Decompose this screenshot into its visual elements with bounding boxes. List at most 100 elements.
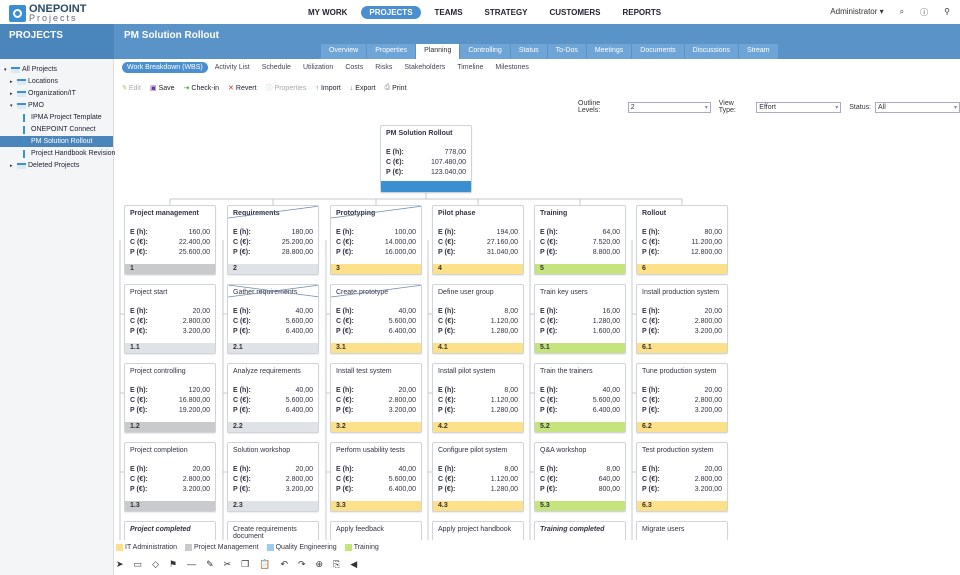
subnav-item[interactable]: Milestones (495, 64, 529, 71)
subnav-item[interactable]: Activity List (214, 64, 250, 71)
tab-meetings[interactable]: Meetings (586, 44, 632, 59)
flag-icon[interactable]: ⚑ (168, 559, 178, 569)
import-button[interactable]: ↑ Import (315, 83, 340, 93)
wbs-card[interactable]: Project controlling E (h): 120,00 C (€): 16.… (124, 363, 216, 433)
wbs-card[interactable]: Install pilot system E (h): 8,00 C (€): 1.12… (432, 363, 524, 433)
search-icon[interactable]: ⌕ (899, 7, 905, 16)
outline-levels-select[interactable]: 2 (627, 101, 711, 113)
wbs-card[interactable]: Install production system E (h): 20,00 C (€… (636, 284, 728, 354)
revert-button[interactable]: ✕ Revert (228, 83, 257, 93)
subnav-item[interactable]: Risks (375, 64, 393, 71)
wbs-card[interactable]: Define user group E (h): 8,00 C (€): 1.120,0… (432, 284, 524, 354)
wbs-canvas[interactable]: PM Solution Rollout E (h): 778,00 C (€): 107… (114, 120, 960, 540)
wbs-card[interactable]: Project start E (h): 20,00 C (€): 2.800,00 P … (124, 284, 216, 354)
wbs-root-card[interactable]: PM Solution Rollout E (h): 778,00 C (€): 107… (380, 125, 472, 193)
wbs-card[interactable]: Solution workshop E (h): 20,00 C (€): 2.800,… (227, 442, 319, 512)
subnav-item[interactable]: Utilization (302, 64, 334, 71)
print-button[interactable]: ⎙ Print (385, 83, 407, 93)
subnav-item[interactable]: Timeline (457, 64, 484, 71)
tree-item[interactable]: ONEPOINT Connect (16, 124, 95, 135)
milestone-icon[interactable]: ◇ (152, 559, 159, 569)
pencil-icon[interactable]: ✎ (206, 559, 214, 569)
wbs-card[interactable]: Requirements E (h): 180,00 C (€): 25.200,00 P… (227, 205, 319, 275)
redo-icon[interactable]: ↷ (298, 559, 306, 569)
tab-overview[interactable]: Overview (321, 44, 367, 59)
expand-icon[interactable]: ⊕ (315, 559, 324, 569)
subnav-item[interactable]: Work Breakdown (WBS) (122, 62, 208, 73)
expand-arrow-icon[interactable]: ▸ (10, 90, 13, 97)
nav-item[interactable]: REPORTS (622, 8, 662, 17)
tab-to-dos[interactable]: To-Dos (547, 44, 586, 59)
edit-button[interactable]: ✎ Edit (121, 83, 141, 93)
tab-discussions[interactable]: Discussions (684, 44, 739, 59)
wbs-card[interactable]: Create prototype E (h): 40,00 C (€): 5.600,0… (330, 284, 422, 354)
expand-arrow-icon[interactable]: ▾ (10, 102, 13, 109)
wbs-card[interactable]: Install test system E (h): 20,00 C (€): 2.80… (330, 363, 422, 433)
expand-arrow-icon[interactable]: ▾ (4, 66, 7, 73)
wbs-card[interactable]: Apply feedback (330, 521, 422, 540)
wbs-card[interactable]: Create requirements document (227, 521, 319, 540)
wbs-card[interactable]: Perform usability tests E (h): 40,00 C (€):… (330, 442, 422, 512)
wbs-card[interactable]: Q&A workshop E (h): 8,00 C (€): 640,00 P (€):… (534, 442, 626, 512)
tree-item[interactable]: ▸ Organization/IT (10, 88, 76, 99)
nav-item[interactable]: STRATEGY (484, 8, 528, 17)
export-button[interactable]: ↓ Export (350, 83, 376, 93)
wbs-card[interactable]: Migrate users (636, 521, 728, 540)
paste-icon[interactable]: 📋 (259, 559, 271, 569)
subnav-item[interactable]: Costs (345, 64, 364, 71)
wbs-card[interactable]: Train the trainers E (h): 40,00 C (€): 5.600… (534, 363, 626, 433)
tree-item[interactable]: IPMA Project Template (16, 112, 102, 123)
page-icon[interactable]: ⎘ (333, 559, 341, 569)
wbs-card[interactable]: Training completed (534, 521, 626, 540)
wbs-card[interactable]: Tune production system E (h): 20,00 C (€): 2… (636, 363, 728, 433)
wbs-card[interactable]: Project completion E (h): 20,00 C (€): 2.800… (124, 442, 216, 512)
undo-icon[interactable]: ↶ (280, 559, 288, 569)
expand-arrow-icon[interactable]: ▸ (10, 162, 13, 169)
copy-icon[interactable]: ❐ (241, 559, 250, 569)
wbs-card[interactable]: Pilot phase E (h): 194,00 C (€): 27.160,00 P … (432, 205, 524, 275)
wbs-card[interactable]: Configure pilot system E (h): 8,00 C (€): 1.… (432, 442, 524, 512)
nav-item[interactable]: CUSTOMERS (549, 8, 601, 17)
wbs-card[interactable]: Project completed (124, 521, 216, 540)
tree-item[interactable]: Project Handbook Revision (16, 148, 115, 159)
tab-controlling[interactable]: Controlling (460, 44, 510, 59)
properties-button[interactable]: ⓘ Properties (266, 83, 307, 93)
help-icon[interactable]: ⓘ (920, 8, 929, 17)
send-icon[interactable]: ◀ (350, 559, 358, 569)
expand-arrow-icon[interactable]: ▸ (10, 78, 13, 85)
user-menu[interactable]: Administrator ▾ (830, 7, 884, 16)
view-type-select[interactable]: Effort (756, 101, 842, 113)
tab-planning[interactable]: Planning (416, 44, 460, 59)
wbs-card[interactable]: Analyze requirements E (h): 40,00 C (€): 5.6… (227, 363, 319, 433)
tab-documents[interactable]: Documents (632, 44, 684, 59)
key-icon[interactable]: ⚲ (944, 7, 950, 16)
cut-icon[interactable]: ✂ (223, 559, 232, 569)
wbs-card[interactable]: Test production system E (h): 20,00 C (€): 2… (636, 442, 728, 512)
tree-item[interactable]: ▾ All Projects (4, 64, 57, 75)
wbs-card[interactable]: Prototyping E (h): 100,00 C (€): 14.000,00 P … (330, 205, 422, 275)
subnav-item[interactable]: Stakeholders (404, 64, 446, 71)
tree-item[interactable]: ▸ Locations (10, 76, 58, 87)
subnav-item[interactable]: Schedule (261, 64, 291, 71)
tab-status[interactable]: Status (510, 44, 547, 59)
save-button[interactable]: ▣ Save (150, 83, 175, 93)
wbs-card[interactable]: Apply project handbook (432, 521, 524, 540)
select-icon[interactable]: ➤ (116, 559, 124, 569)
nav-item[interactable]: MY WORK (308, 8, 348, 17)
tree-item[interactable]: ▾ PMO (10, 100, 44, 111)
tab-stream[interactable]: Stream (739, 44, 778, 59)
wbs-card[interactable]: Train key users E (h): 16,00 C (€): 1.280,00… (534, 284, 626, 354)
tree-item[interactable]: PM Solution Rollout (0, 136, 113, 147)
wbs-card[interactable]: Rollout E (h): 80,00 C (€): 11.200,00 P (€): 1… (636, 205, 728, 275)
task-icon[interactable]: ▭ (133, 559, 143, 569)
nav-item[interactable]: TEAMS (434, 8, 463, 17)
checkin-button[interactable]: ⇥ Check-in (184, 83, 220, 93)
logo[interactable]: ONEPOINT Projects (9, 4, 86, 23)
tree-item[interactable]: ▸ Deleted Projects (10, 160, 79, 171)
wbs-card[interactable]: Project management E (h): 160,00 C (€): 22.4… (124, 205, 216, 275)
nav-item[interactable]: PROJECTS (361, 6, 421, 19)
wbs-card[interactable]: Training E (h): 64,00 C (€): 7.520,00 P (€): 8… (534, 205, 626, 275)
line-icon[interactable]: — (187, 559, 197, 569)
tab-properties[interactable]: Properties (367, 44, 416, 59)
